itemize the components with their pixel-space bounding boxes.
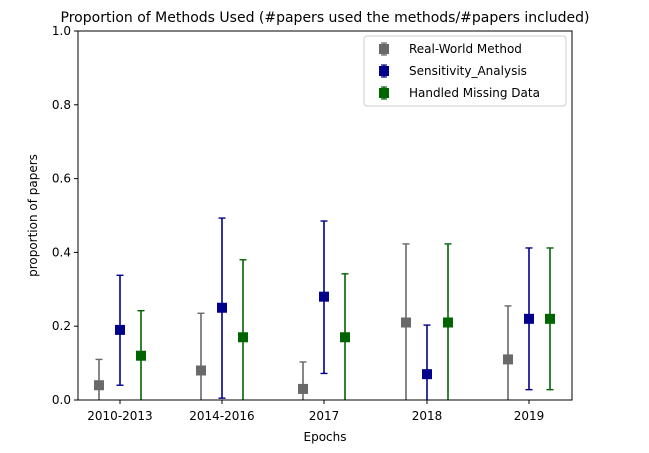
data-point bbox=[238, 332, 248, 343]
x-axis-label: Epochs bbox=[304, 430, 347, 444]
legend-marker bbox=[379, 44, 389, 54]
y-tick-label: 0.4 bbox=[52, 245, 71, 259]
x-tick-label: 2018 bbox=[412, 409, 443, 423]
series-layer bbox=[94, 217, 555, 400]
x-tick-label: 2010-2013 bbox=[87, 409, 152, 423]
data-point bbox=[422, 369, 432, 380]
chart-title: Proportion of Methods Used (#papers used… bbox=[61, 10, 590, 26]
data-point bbox=[115, 324, 125, 335]
data-point bbox=[401, 317, 411, 328]
y-axis-label: proportion of papers bbox=[26, 154, 40, 277]
legend: Real-World Method Sensitivity_Analysis Han… bbox=[363, 35, 567, 107]
legend-label: Handled Missing Data bbox=[409, 86, 540, 100]
series-sensitivity-analysis bbox=[115, 217, 534, 400]
data-point bbox=[503, 354, 513, 365]
y-tick-label: 0.6 bbox=[52, 172, 71, 186]
y-tick-label: 0.8 bbox=[52, 98, 71, 112]
data-point bbox=[524, 313, 534, 324]
series-handled-missing-data bbox=[136, 243, 555, 400]
data-point bbox=[443, 317, 453, 328]
legend-entry: Sensitivity_Analysis bbox=[379, 64, 527, 78]
data-point bbox=[340, 332, 350, 343]
y-tick-label: 0.2 bbox=[52, 319, 71, 333]
legend-frame bbox=[363, 35, 567, 107]
x-axis: 2010-2013 2014-2016 2017 2018 2019 bbox=[87, 400, 544, 423]
data-point bbox=[319, 291, 329, 302]
y-tick-label: 1.0 bbox=[52, 24, 71, 38]
data-point bbox=[217, 302, 227, 313]
data-point bbox=[298, 383, 308, 394]
legend-entry: Real-World Method bbox=[379, 42, 522, 56]
legend-marker bbox=[379, 66, 389, 76]
data-point bbox=[545, 313, 555, 324]
series-real-world-method bbox=[94, 243, 513, 400]
plot-frame bbox=[77, 30, 573, 401]
data-point bbox=[94, 380, 104, 391]
x-tick-label: 2019 bbox=[514, 409, 545, 423]
data-point bbox=[196, 365, 206, 376]
y-tick-label: 0.0 bbox=[52, 393, 71, 407]
legend-entry: Handled Missing Data bbox=[379, 86, 540, 100]
legend-label: Real-World Method bbox=[409, 42, 522, 56]
y-axis: 0.0 0.2 0.4 0.6 0.8 1.0 bbox=[52, 24, 78, 407]
x-tick-label: 2014-2016 bbox=[189, 409, 254, 423]
legend-marker bbox=[379, 88, 389, 98]
x-tick-label: 2017 bbox=[309, 409, 340, 423]
legend-label: Sensitivity_Analysis bbox=[409, 64, 527, 78]
data-point bbox=[136, 350, 146, 361]
